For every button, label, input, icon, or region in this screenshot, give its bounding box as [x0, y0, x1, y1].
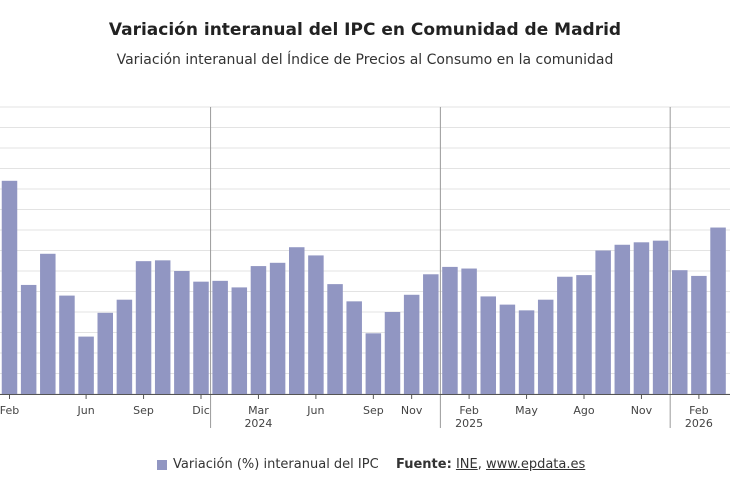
bar[interactable]	[135, 261, 152, 394]
bar[interactable]	[384, 312, 401, 394]
x-tick-label: Ago	[573, 404, 595, 417]
x-tick-label: Dic	[192, 404, 210, 417]
legend[interactable]: Variación (%) interanual del IPC	[157, 457, 379, 472]
x-tick-label: Jun	[306, 404, 324, 417]
bar[interactable]	[518, 310, 535, 394]
bar[interactable]	[461, 268, 477, 394]
legend-swatch	[157, 459, 167, 470]
bar[interactable]	[480, 296, 497, 394]
bar[interactable]	[499, 304, 516, 394]
bar[interactable]	[365, 333, 382, 394]
bar[interactable]	[97, 312, 114, 394]
source-credit: Fuente: INE, www.epdata.es	[396, 457, 585, 472]
bar[interactable]	[537, 299, 554, 394]
x-year-label: 2024	[244, 417, 272, 430]
bar[interactable]	[327, 284, 343, 394]
bar[interactable]	[652, 240, 669, 394]
bar[interactable]	[174, 271, 190, 394]
bar[interactable]	[672, 270, 688, 394]
x-tick-label: Sep	[133, 404, 154, 417]
bar[interactable]	[250, 266, 267, 394]
bar[interactable]	[154, 260, 171, 394]
bar[interactable]	[1, 180, 18, 394]
x-tick-label: Nov	[401, 404, 423, 417]
bar[interactable]	[595, 250, 611, 395]
bar[interactable]	[212, 280, 228, 394]
bar[interactable]	[78, 336, 94, 394]
bar[interactable]	[20, 284, 37, 394]
bar[interactable]	[423, 274, 439, 394]
x-tick-label: Nov	[631, 404, 653, 417]
bar[interactable]	[691, 275, 707, 394]
x-tick-label: Feb	[0, 404, 19, 417]
bar[interactable]	[614, 244, 631, 394]
source-ine-link[interactable]: INE	[455, 457, 478, 472]
bar[interactable]	[59, 295, 75, 394]
x-tick-label: Sep	[363, 404, 384, 417]
bar[interactable]	[116, 299, 133, 394]
bars	[1, 180, 726, 395]
year-separators	[210, 107, 671, 428]
legend-label: Variación (%) interanual del IPC	[173, 457, 379, 472]
bar[interactable]	[403, 294, 420, 394]
bar[interactable]	[576, 275, 592, 394]
x-tick-label: Jun	[77, 404, 95, 417]
bar[interactable]	[710, 227, 726, 394]
bar[interactable]	[442, 266, 458, 394]
bar[interactable]	[633, 242, 650, 394]
chart-subtitle: Variación interanual del Índice de Preci…	[116, 52, 614, 68]
x-tick-label: Feb	[459, 404, 478, 417]
bar[interactable]	[289, 247, 305, 394]
source-label: Fuente:	[396, 457, 452, 472]
bar[interactable]	[231, 287, 248, 394]
x-tick-label: May	[515, 404, 538, 417]
bar[interactable]	[269, 262, 286, 394]
x-tick-label: Mar	[248, 404, 269, 417]
x-year-label: 2025	[455, 417, 483, 430]
bar[interactable]	[308, 255, 324, 394]
source-site-link[interactable]: www.epdata.es	[486, 457, 586, 472]
source-separator: ,	[477, 457, 482, 472]
bar[interactable]	[40, 253, 56, 394]
bar[interactable]	[346, 301, 362, 394]
x-year-label: 2026	[685, 417, 713, 430]
bar[interactable]	[557, 276, 573, 394]
chart-title: Variación interanual del IPC en Comunida…	[108, 20, 622, 40]
x-tick-label: Feb	[689, 404, 708, 417]
bar[interactable]	[193, 281, 209, 394]
